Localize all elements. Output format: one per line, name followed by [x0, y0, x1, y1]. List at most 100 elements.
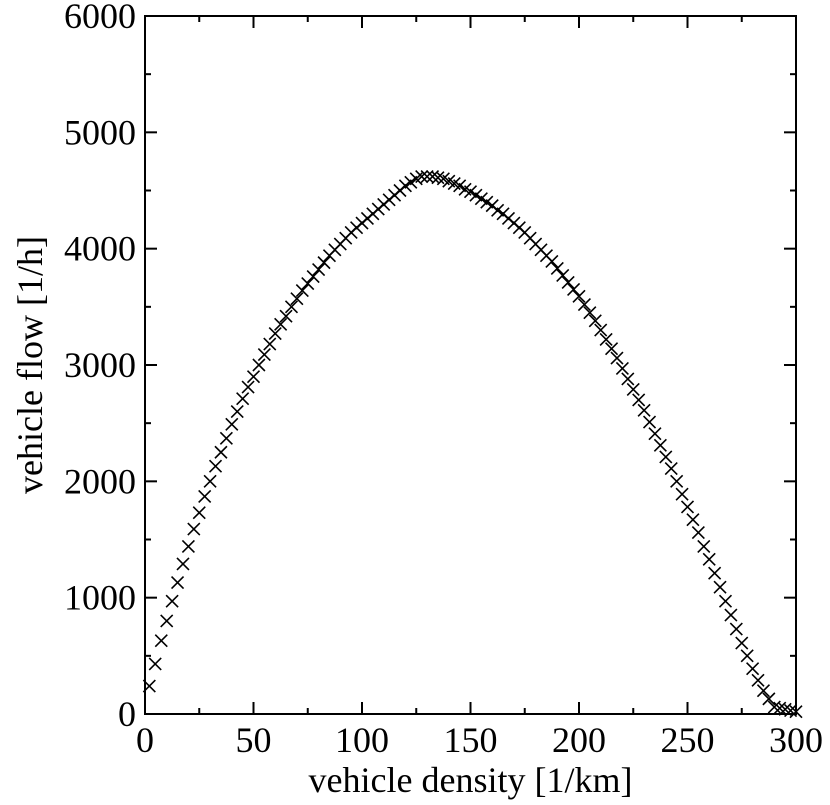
y-axis-label: vehicle flow [1/h]: [10, 236, 50, 494]
data-point: [198, 489, 212, 504]
data-point: [729, 622, 743, 636]
data-point: [545, 254, 559, 269]
y-tick-label: 4000: [64, 229, 136, 269]
axis-ticks: [144, 15, 797, 715]
data-point: [142, 679, 156, 693]
y-tick-label: 2000: [64, 461, 136, 501]
data-point: [241, 380, 255, 394]
y-tick-label: 5000: [64, 112, 136, 152]
data-point: [604, 342, 619, 356]
y-tick-labels: 0 1000 2000 3000 4000 5000 6000: [64, 0, 136, 734]
data-point: [773, 701, 787, 715]
data-point: [279, 309, 293, 323]
data-point: [718, 594, 733, 608]
x-tick-label: 250: [661, 720, 715, 760]
data-point: [290, 292, 304, 306]
data-point: [637, 403, 651, 417]
data-point: [181, 539, 195, 554]
data-point: [648, 427, 662, 441]
data-point: [219, 431, 233, 445]
data-point: [187, 522, 201, 536]
data-point: [670, 474, 684, 488]
data-point: [301, 277, 315, 291]
data-point: [274, 317, 288, 331]
data-point: [588, 314, 602, 328]
data-point: [735, 636, 749, 650]
x-tick-label: 100: [335, 720, 389, 760]
data-point: [632, 393, 646, 407]
data-point: [599, 332, 613, 346]
data-point: [317, 256, 331, 270]
data-point: [762, 692, 776, 706]
x-tick-label: 50: [236, 720, 272, 760]
data-point: [208, 459, 223, 473]
data-point: [176, 557, 190, 571]
data-point: [236, 392, 250, 406]
y-tick-label: 0: [118, 694, 136, 734]
data-point: [312, 263, 326, 277]
data-point: [740, 649, 754, 663]
data-point: [284, 300, 299, 314]
data-point: [263, 337, 277, 351]
data-point: [789, 705, 803, 719]
data-point: [214, 445, 228, 459]
data-point: [425, 169, 440, 184]
x-tick-label: 0: [136, 720, 154, 760]
data-point: [784, 703, 798, 718]
data-point: [295, 283, 309, 298]
data-point: [594, 323, 608, 337]
data-point: [567, 282, 581, 296]
x-tick-label: 150: [444, 720, 498, 760]
data-point: [203, 474, 217, 488]
data-point: [756, 684, 771, 698]
data-point: [691, 525, 705, 540]
data-point: [268, 327, 282, 341]
x-axis-label: vehicle density [1/km]: [309, 760, 633, 800]
data-point: [556, 268, 570, 282]
data-point: [252, 358, 266, 372]
data-point: [192, 506, 206, 520]
data-point: [583, 306, 597, 320]
x-tick-label: 200: [552, 720, 606, 760]
data-point: [257, 347, 271, 362]
y-tick-label: 6000: [64, 0, 136, 36]
data-point: [431, 171, 445, 185]
data-point: [713, 580, 727, 594]
data-point: [148, 657, 162, 671]
data-point: [664, 461, 678, 476]
data-point: [659, 450, 673, 464]
x-tick-labels: 0 50 100 150 200 250 300: [136, 720, 823, 760]
data-point: [154, 634, 168, 648]
data-point: [306, 270, 320, 284]
data-point: [170, 575, 185, 590]
x-tick-label: 300: [769, 720, 823, 760]
data-point: [686, 513, 700, 527]
data-point: [751, 673, 765, 687]
data-point: [653, 438, 667, 452]
data-point: [246, 370, 261, 384]
data-point: [680, 500, 695, 514]
data-point: [642, 415, 657, 429]
data-point: [577, 297, 591, 312]
data-point: [621, 372, 635, 386]
data-point: [415, 169, 429, 184]
data-point: [561, 275, 575, 289]
data-point: [160, 614, 174, 628]
data-point: [767, 700, 781, 714]
data-point: [225, 417, 239, 431]
data-point: [778, 702, 792, 716]
plot-frame: [144, 15, 797, 715]
data-point: [746, 662, 760, 676]
data-point: [230, 404, 244, 419]
data-point: [550, 261, 564, 276]
data-point: [724, 608, 738, 622]
y-tick-label: 1000: [64, 578, 136, 618]
data-point: [610, 351, 624, 365]
data-point: [626, 382, 640, 396]
data-markers: [142, 169, 803, 719]
data-point: [572, 289, 586, 303]
data-point: [697, 539, 711, 554]
y-tick-label: 3000: [64, 345, 136, 385]
data-point: [708, 566, 722, 580]
